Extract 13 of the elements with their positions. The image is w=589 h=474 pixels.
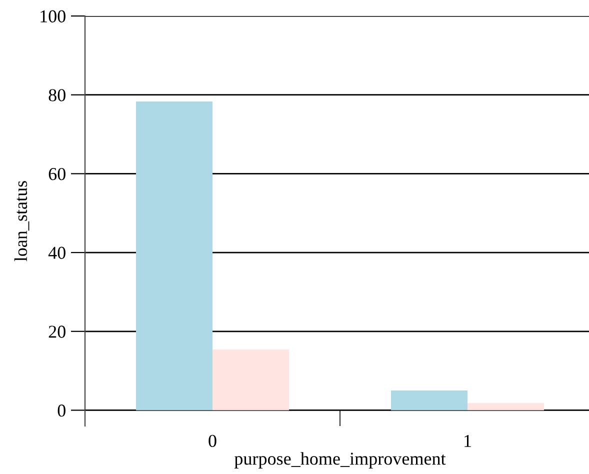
bar [468,403,544,410]
y-tick-label: 60 [48,168,66,180]
y-axis-title: loan_status [14,181,30,262]
bar [212,350,289,410]
bar [391,390,468,410]
y-tick-label: 0 [58,404,66,417]
x-axis-title: purpose_home_improvement [234,452,446,468]
y-tick-label: 40 [48,246,66,259]
y-tick-label: 100 [40,10,66,22]
y-tick-label: 80 [48,89,66,102]
x-tick-label: 1 [464,434,471,447]
bar [136,102,212,410]
y-tick-label: 20 [48,326,66,338]
